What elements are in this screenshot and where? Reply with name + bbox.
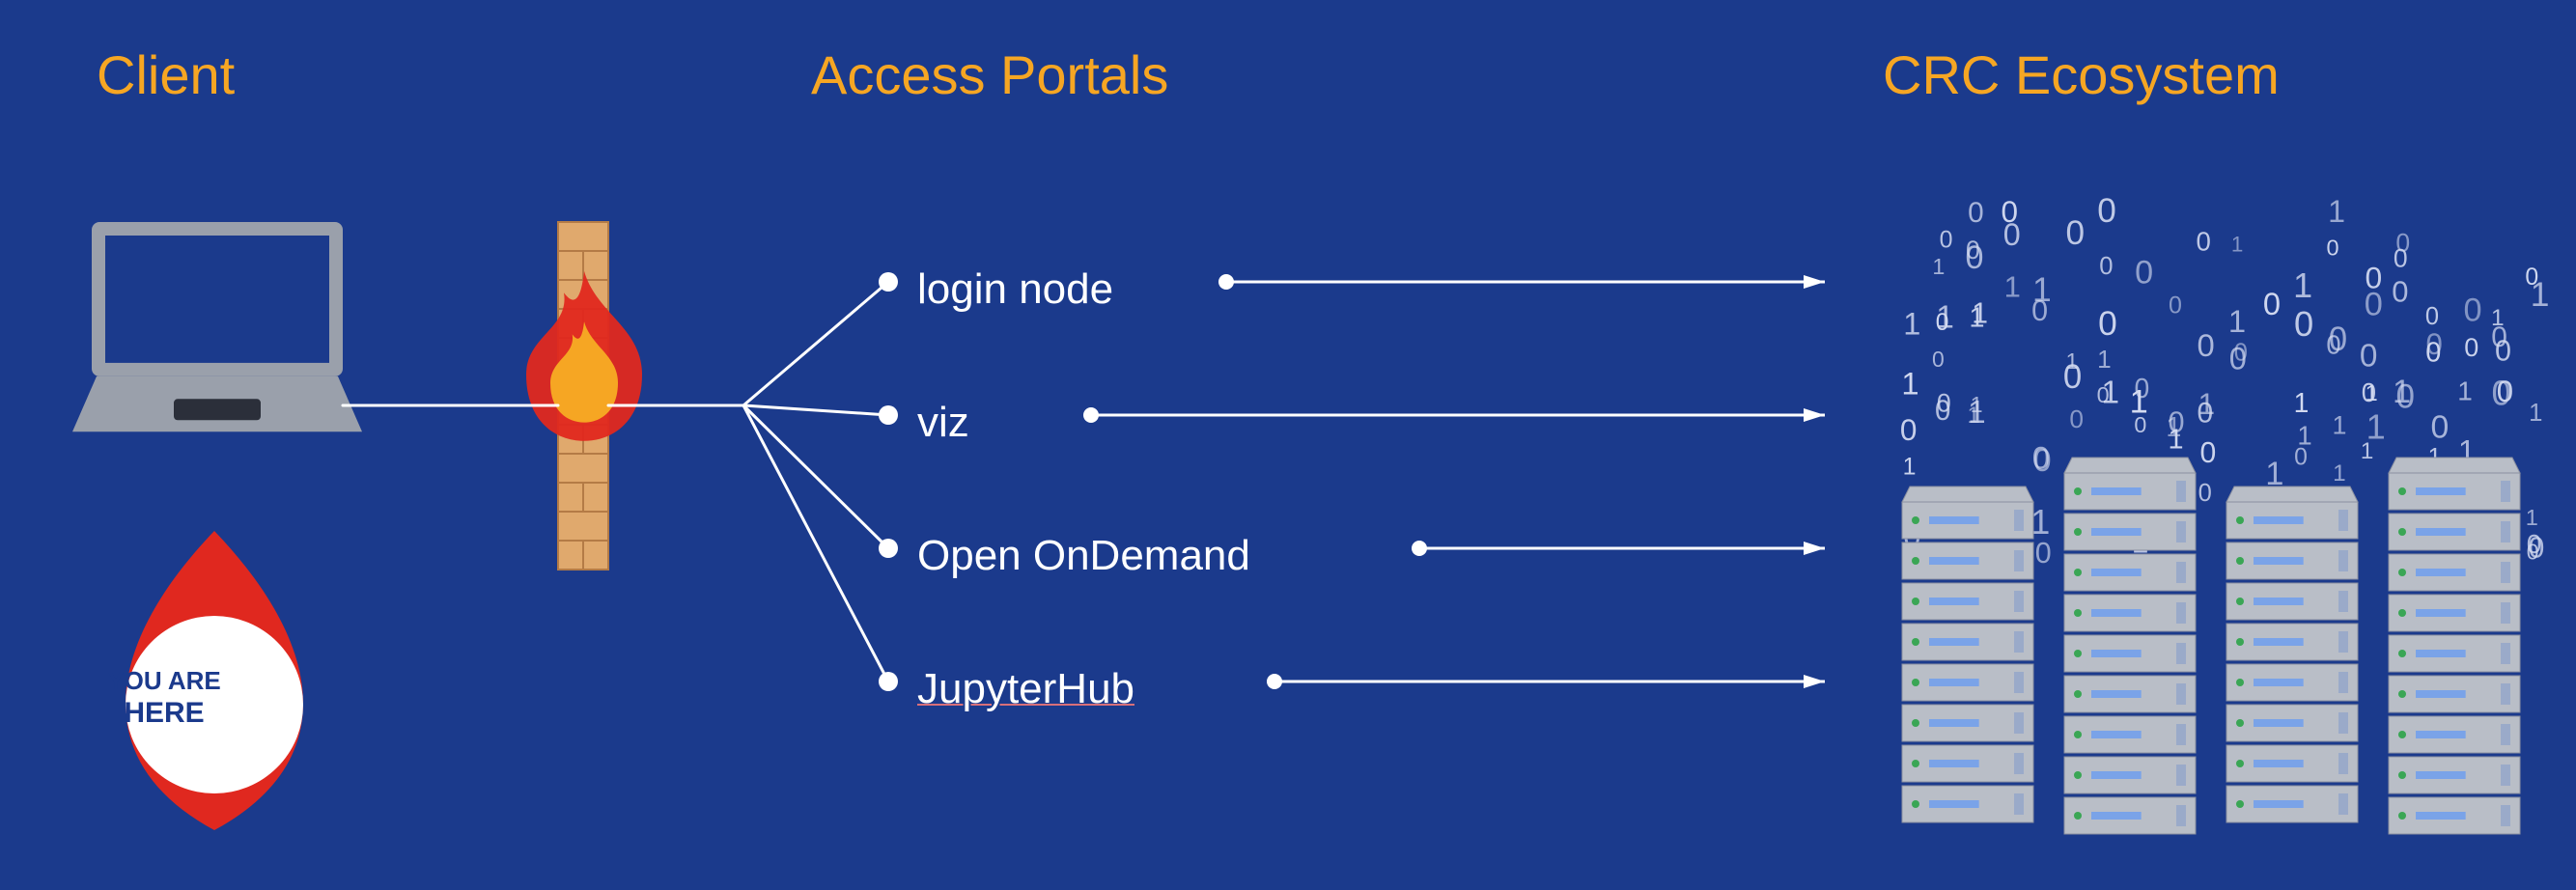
svg-text:0: 0 [2464,333,2478,362]
svg-text:0: 0 [2197,327,2214,363]
svg-text:0: 0 [2134,412,2146,437]
svg-text:1: 1 [2332,411,2346,440]
svg-text:1: 1 [2361,438,2374,464]
svg-text:0: 0 [2035,537,2052,570]
you-are-here-label: YOU ARE HERE [97,666,232,731]
svg-text:0: 0 [1940,227,1953,254]
diagram-svg: 1100101010000001111100101000100100000010… [0,0,2576,890]
svg-text:1: 1 [2294,387,2310,418]
you-are-here-line2: HERE [97,696,232,731]
svg-text:1: 1 [2198,386,2216,421]
svg-text:1: 1 [1901,365,1918,401]
svg-text:1: 1 [2297,421,2311,451]
svg-text:0: 0 [2394,243,2408,272]
svg-text:0: 0 [2196,226,2210,256]
diagram-canvas: Client Access Portals CRC Ecosystem 1100… [0,0,2576,890]
portal-label-jupyterhub: JupyterHub [917,665,1134,713]
svg-text:0: 0 [2099,253,2113,280]
svg-text:0: 0 [2098,305,2117,343]
svg-text:1: 1 [2293,265,2312,305]
svg-text:1: 1 [1936,300,1954,336]
svg-text:0: 0 [2229,342,2247,376]
svg-text:0: 0 [2425,303,2439,330]
svg-text:0: 0 [2135,255,2153,292]
svg-text:0: 0 [1968,197,1984,229]
svg-text:0: 0 [2063,359,2082,396]
svg-text:1: 1 [2333,460,2346,487]
svg-text:1: 1 [2531,276,2550,314]
svg-text:0: 0 [2069,404,2084,433]
svg-text:1: 1 [2101,375,2119,411]
portal-label-open-ondemand: Open OnDemand [917,532,1250,580]
svg-text:1: 1 [1903,454,1917,481]
svg-text:0: 0 [2425,338,2441,369]
svg-text:0: 0 [1935,395,1950,427]
svg-text:1: 1 [1903,307,1920,342]
you-are-here-line1: YOU ARE [97,666,232,696]
svg-text:1: 1 [2097,345,2112,374]
svg-text:0: 0 [2031,294,2048,327]
svg-text:0: 0 [2362,377,2376,407]
svg-text:1: 1 [2228,303,2246,339]
svg-text:0: 0 [2464,292,2482,329]
svg-text:0: 0 [2491,373,2510,412]
svg-text:1: 1 [1972,297,1988,329]
svg-text:1: 1 [2166,412,2181,443]
svg-text:0: 0 [2003,217,2021,252]
svg-text:1: 1 [2231,232,2243,256]
svg-text:0: 0 [2326,236,2338,261]
svg-text:0: 0 [2198,480,2212,507]
svg-text:1: 1 [2393,374,2411,410]
svg-text:0: 0 [2169,292,2182,320]
svg-text:0: 0 [2326,329,2340,359]
svg-text:0: 0 [1900,412,1918,447]
svg-text:0: 0 [2528,532,2544,564]
svg-text:0: 0 [2097,192,2116,230]
svg-text:1: 1 [2526,505,2538,530]
portal-label-login-node: login node [917,265,1113,314]
portal-label-viz: viz [917,399,969,447]
svg-text:0: 0 [2495,335,2511,368]
svg-text:1: 1 [1932,254,1945,279]
svg-text:0: 0 [2263,286,2281,321]
svg-text:0: 0 [1965,239,1983,276]
svg-text:0: 0 [2033,443,2052,479]
svg-text:0: 0 [2294,304,2313,344]
svg-text:1: 1 [2457,375,2473,405]
svg-text:1: 1 [2529,400,2542,427]
svg-text:0: 0 [2392,275,2408,309]
svg-text:1: 1 [2328,194,2345,229]
svg-text:0: 0 [2360,339,2378,375]
svg-text:0: 0 [1932,347,1945,372]
svg-text:0: 0 [2066,214,2086,252]
svg-text:0: 0 [2200,437,2217,469]
svg-text:0: 0 [2430,409,2449,446]
svg-text:1: 1 [2004,269,2021,303]
svg-text:1: 1 [1971,392,1983,417]
svg-text:0: 0 [2365,286,2383,322]
